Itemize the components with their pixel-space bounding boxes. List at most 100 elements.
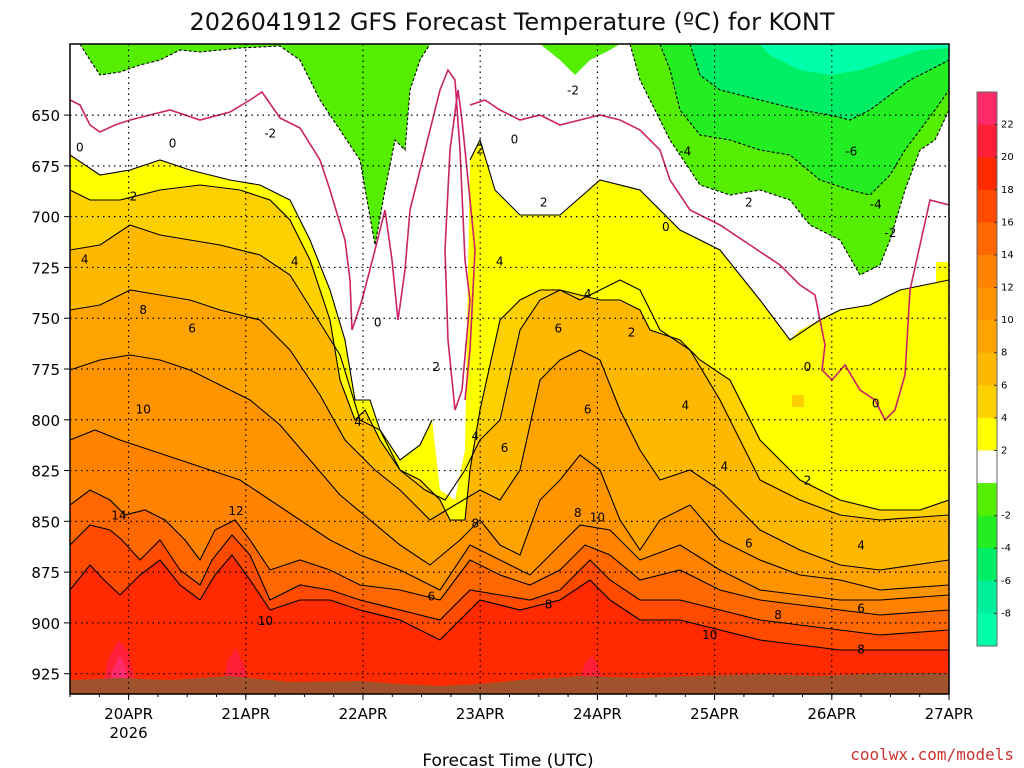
- colorbar-swatch: [977, 483, 997, 517]
- colorbar-swatch: [977, 222, 997, 256]
- contour-label: 14: [111, 508, 126, 522]
- contour-label: 4: [681, 399, 689, 413]
- ground-surface: [70, 673, 949, 694]
- contour-label: -4: [679, 145, 691, 159]
- contour-label: 2: [804, 474, 812, 488]
- contour-label: 4: [291, 254, 299, 268]
- isotherm-8c: [70, 354, 949, 591]
- colorbar-label: 12: [1001, 283, 1014, 294]
- colorbar-swatch: [977, 580, 997, 614]
- contour-label: 6: [501, 441, 509, 455]
- y-tick-label: 700: [31, 209, 60, 227]
- contour-label: 4: [857, 539, 865, 553]
- y-tick-label: 675: [31, 158, 60, 176]
- band-neg6c: [690, 44, 949, 120]
- contour-label: 0: [76, 141, 84, 155]
- contour-label: -2: [884, 226, 896, 240]
- colorbar-swatch: [977, 417, 997, 451]
- contour-label: 4: [471, 429, 479, 443]
- contour-label: -2: [264, 126, 276, 140]
- x-tick-label: 20APR: [104, 705, 153, 723]
- colorbar-swatch: [977, 548, 997, 582]
- contour-label: 8: [574, 506, 582, 520]
- x-tick-label: 22APR: [339, 705, 388, 723]
- contour-label: 10: [258, 614, 273, 628]
- colorbar-label: 2: [1001, 445, 1007, 456]
- contour-label: 2: [432, 360, 440, 374]
- y-tick-label: 725: [31, 259, 60, 277]
- colorbar-swatch: [977, 157, 997, 191]
- y-tick-label: 925: [31, 666, 60, 684]
- x-tick-label: 21APR: [221, 705, 270, 723]
- contour-label: 10: [590, 510, 605, 524]
- colorbar-swatch: [977, 189, 997, 223]
- contour-label: 4: [496, 254, 504, 268]
- colorbar-swatch: [977, 92, 997, 126]
- isotherm-6c: [70, 289, 949, 571]
- isotherm-16c: [70, 554, 949, 651]
- negative-isotherm-lines: [79, 44, 949, 276]
- contour-labels: 0 0 -2 0 -2 -4 -6 -4 -2 2 2 2 2 2 0 0 0 0 2 4 4 4 4 4 4 4 4 4 2 6 6 6 6 6…: [76, 84, 896, 657]
- contour-label: 8: [139, 303, 147, 317]
- colorbar-label: -6: [1001, 576, 1011, 587]
- freezing-contour: [70, 68, 476, 411]
- chart-title: 2026041912 GFS Forecast Temperature (ºC)…: [190, 8, 835, 36]
- colorbar-label: 20: [1001, 152, 1014, 163]
- isotherm-neg2c: [79, 44, 431, 246]
- freezing-contour-east: [469, 99, 949, 422]
- contour-label: 6: [428, 590, 436, 604]
- band-neg8c: [760, 44, 949, 75]
- colorbar-label: 16: [1001, 217, 1014, 228]
- contour-label: 0: [662, 220, 670, 234]
- contour-label: 10: [136, 403, 151, 417]
- colorbar-swatch: [977, 450, 997, 484]
- contour-label: -4: [870, 197, 882, 211]
- colorbar-swatch: [977, 352, 997, 386]
- contour-label: 6: [584, 403, 592, 417]
- contour-label: -6: [845, 145, 857, 159]
- y-tick-label: 850: [31, 513, 60, 531]
- x-tick-label: 24APR: [573, 705, 622, 723]
- colorbar-label: -2: [1001, 511, 1011, 522]
- y-tick-label: 775: [31, 361, 60, 379]
- warm-spot-26apr: [792, 395, 804, 407]
- contour-label: 6: [857, 602, 865, 616]
- colorbar-label: 6: [1001, 380, 1007, 391]
- colorbar-swatch: [977, 287, 997, 321]
- x-tick-label: 27APR: [925, 705, 974, 723]
- colorbar-swatch: [977, 385, 997, 419]
- isotherm-2c-west: [70, 154, 433, 461]
- y-tick-label: 750: [31, 310, 60, 328]
- colorbar-label: 14: [1001, 250, 1014, 261]
- y-tick-label: 800: [31, 412, 60, 430]
- y-tick-label: 875: [31, 564, 60, 582]
- colorbar-swatch: [977, 254, 997, 289]
- contour-label: 8: [857, 642, 865, 656]
- colorbar-swatch: [977, 124, 997, 158]
- colorbar: 22 20 18 16 14 12 10 8 6 4 2 -2 -4 -6 -8: [976, 91, 1014, 647]
- y-tick-label: 650: [31, 107, 60, 125]
- credit-text: coolwx.com/models: [850, 745, 1014, 764]
- colorbar-label: 18: [1001, 185, 1014, 196]
- contour-label: 4: [81, 252, 89, 266]
- contour-label: 12: [228, 504, 243, 518]
- colorbar-label: 22: [1001, 120, 1014, 131]
- y-axis: 650 675 700 725 750 775 800 825 850 875 900 925: [31, 107, 70, 684]
- contour-label: 4: [721, 460, 729, 474]
- colorbar-swatch: [977, 515, 997, 549]
- isotherm-neg6c: [689, 44, 949, 121]
- colorbar-swatch: [977, 320, 997, 354]
- band-2c: [70, 140, 949, 520]
- x-tick-label: 26APR: [807, 705, 856, 723]
- colorbar-label: 8: [1001, 348, 1007, 359]
- contour-label: -2: [567, 84, 579, 98]
- colorbar-label: 4: [1001, 413, 1007, 424]
- contour-label: 4: [354, 415, 362, 429]
- colorbar-swatch: [977, 613, 997, 647]
- warm-spot-27apr: [936, 262, 949, 332]
- contour-label: 0: [804, 360, 812, 374]
- contour-label: 8: [774, 608, 782, 622]
- contour-label: 0: [872, 397, 880, 411]
- contour-label: 6: [745, 537, 753, 551]
